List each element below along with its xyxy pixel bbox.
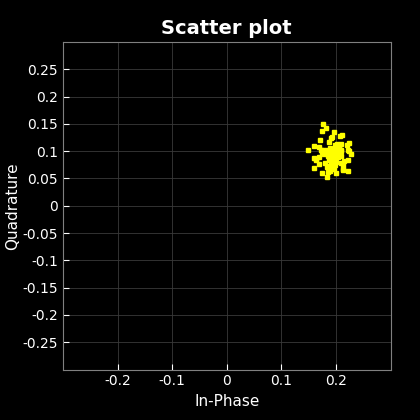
Channel 1 bbox=[331, 160, 336, 165]
Channel 1 bbox=[311, 144, 316, 149]
X-axis label: In-Phase: In-Phase bbox=[194, 394, 260, 409]
Channel 1 bbox=[334, 170, 339, 175]
Title: Scatter plot: Scatter plot bbox=[161, 18, 292, 38]
Channel 1 bbox=[323, 161, 328, 166]
Channel 1 bbox=[312, 165, 317, 171]
Channel 1 bbox=[337, 146, 342, 151]
Y-axis label: Quadrature: Quadrature bbox=[5, 162, 20, 249]
Channel 1 bbox=[313, 158, 318, 163]
Channel 1 bbox=[320, 122, 326, 127]
Channel 1 bbox=[336, 154, 341, 159]
Line: Channel 1: Channel 1 bbox=[305, 122, 354, 179]
Channel 1 bbox=[325, 174, 330, 179]
